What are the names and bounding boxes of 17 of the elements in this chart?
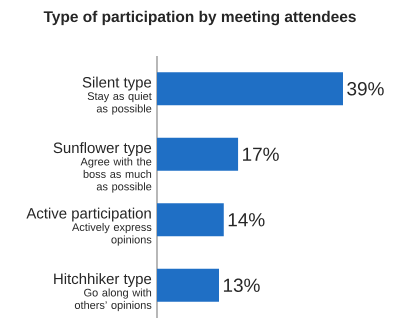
chart-title: Type of participation by meeting attendees xyxy=(44,10,356,26)
text: Actively express opinions xyxy=(72,222,152,246)
bar xyxy=(157,268,219,302)
data-label: 13% xyxy=(224,278,260,292)
y-tick-label: Sunflower type xyxy=(54,142,152,156)
bar xyxy=(157,138,238,171)
y-tick-label: Hitchhiker type xyxy=(54,273,152,288)
bar xyxy=(157,72,343,106)
data-label: 17% xyxy=(243,148,279,161)
text: Go along with others’ opinions xyxy=(74,288,152,312)
text: Agree with the boss as much as possible xyxy=(80,157,152,193)
y-tick-label: Silent type xyxy=(82,76,152,91)
bar xyxy=(157,203,224,236)
text: Stay as quiet as possible xyxy=(88,92,152,115)
y-tick-label: Active participation xyxy=(26,208,151,222)
data-label: 14% xyxy=(228,213,264,226)
data-label: 39% xyxy=(347,82,384,96)
